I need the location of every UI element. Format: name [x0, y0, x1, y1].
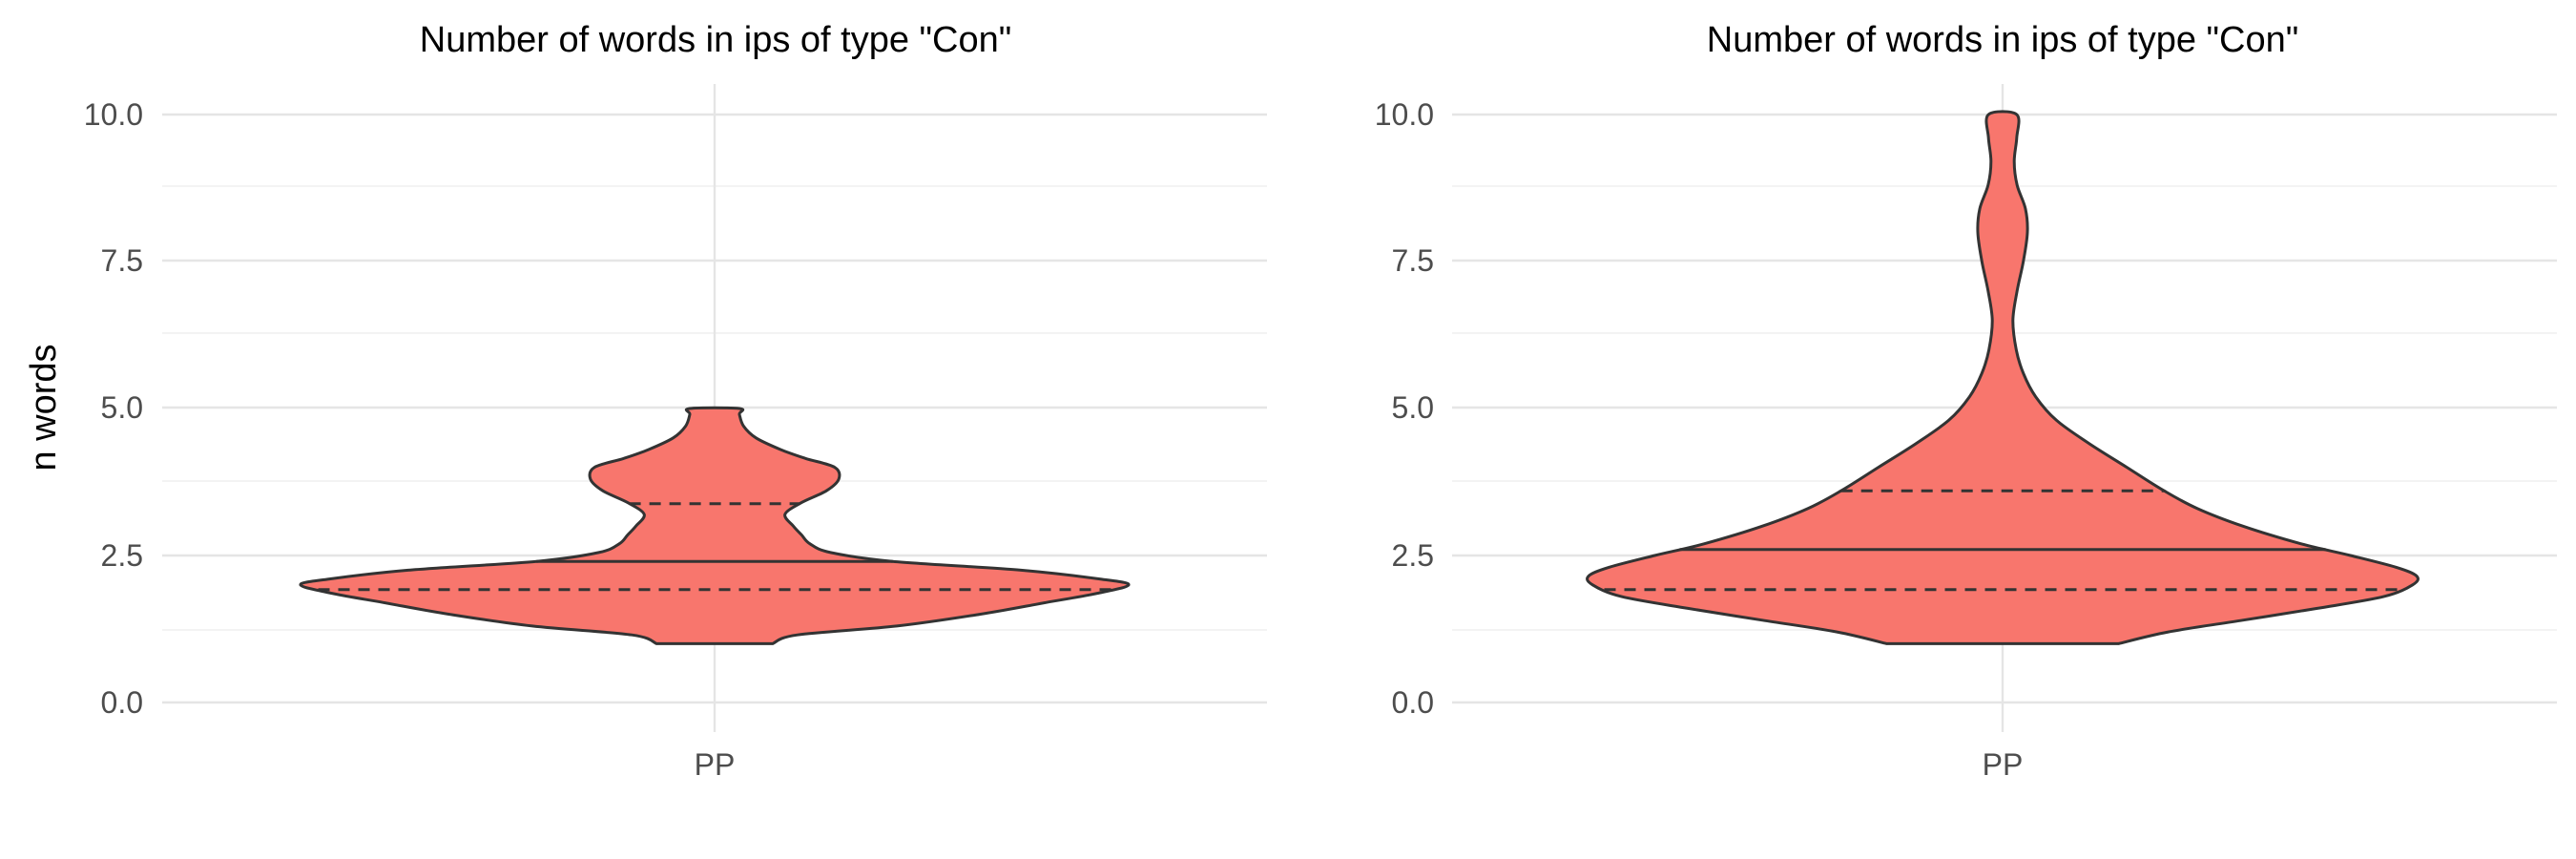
panel-1-title: Number of words in ips of type "Con"	[420, 20, 1011, 60]
panel-1-y-tick-label: 10.0	[84, 97, 143, 132]
panel-2-violin	[1586, 110, 2420, 645]
panel-2-y-tick-label: 10.0	[1375, 97, 1434, 132]
panel-2-x-tick-label: PP	[1983, 747, 2024, 782]
panel-1-violin	[299, 406, 1131, 645]
panel-2: Number of words in ips of type "Con" 0.0…	[1375, 20, 2557, 782]
panel-2-title: Number of words in ips of type "Con"	[1707, 20, 2298, 60]
panel-2-y-tick-label: 5.0	[1392, 390, 1434, 425]
panel-2-y-tick-label: 0.0	[1392, 685, 1434, 720]
panel-1-y-tick-label: 2.5	[101, 538, 143, 573]
panel-1-x-tick-label: PP	[695, 747, 736, 782]
panel-1-y-tick-label: 5.0	[101, 390, 143, 425]
panel-1-y-axis-label: n words	[24, 344, 64, 471]
panel-1-y-tick-label: 7.5	[101, 243, 143, 278]
panel-2-y-tick-label: 7.5	[1392, 243, 1434, 278]
panel-2-y-tick-label: 2.5	[1392, 538, 1434, 573]
panel-1-y-tick-label: 0.0	[101, 685, 143, 720]
panel-1: Number of words in ips of type "Con" n w…	[24, 20, 1267, 782]
